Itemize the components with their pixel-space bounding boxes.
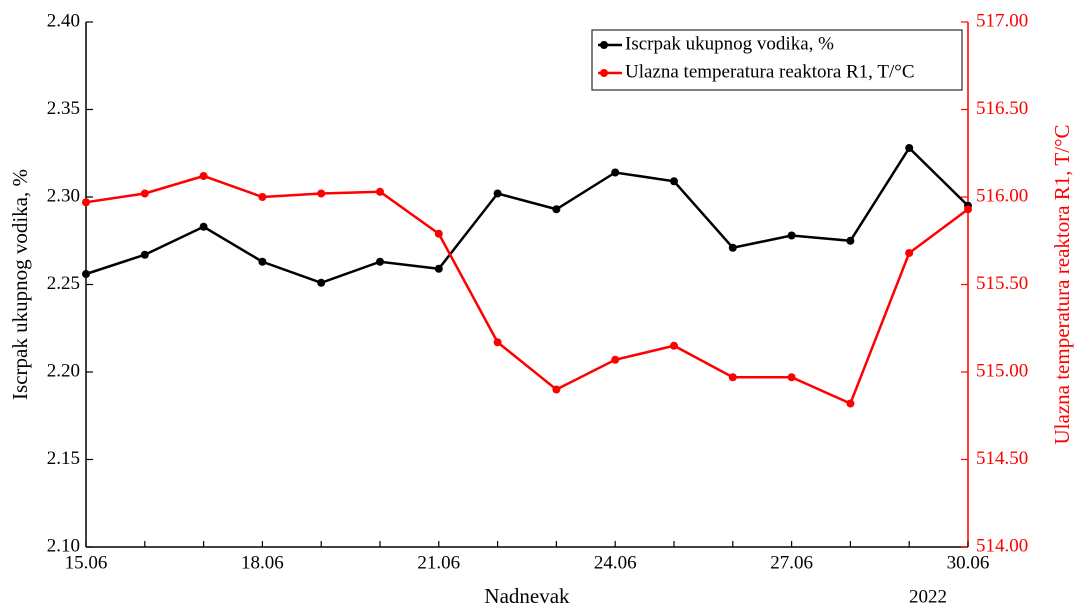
marker <box>434 264 443 273</box>
y2-tick-label: 516.50 <box>976 98 1028 119</box>
legend-marker <box>600 69 608 77</box>
marker <box>317 189 326 198</box>
marker <box>670 177 678 186</box>
y2-tick-label: 517.00 <box>976 10 1028 31</box>
x-tick-label: 15.06 <box>65 552 108 573</box>
marker <box>728 373 737 382</box>
line <box>85 174 969 406</box>
y2-tick-label: 515.00 <box>976 360 1028 381</box>
y-tick-label: 2.20 <box>47 360 80 381</box>
marker <box>552 205 561 214</box>
marker <box>552 385 561 394</box>
legend-label: Ulazna temperatura reaktora R1, T/°C <box>625 61 915 82</box>
x-tick-label: 18.06 <box>241 552 284 573</box>
marker <box>258 193 267 201</box>
x-tick-label: 30.06 <box>947 552 990 573</box>
line <box>85 146 969 285</box>
marker <box>82 198 90 207</box>
y2-tick-label: 515.50 <box>976 273 1028 294</box>
y-tick-label: 2.40 <box>47 10 80 31</box>
x-axis-label: Nadnevak <box>484 584 570 608</box>
marker <box>964 205 972 214</box>
marker <box>140 189 149 198</box>
x-tick-label: 24.06 <box>594 552 637 573</box>
legend-label: Iscrpak ukupnog vodika, % <box>625 33 834 54</box>
y-tick-label: 2.35 <box>47 98 80 119</box>
y-tick-label: 2.30 <box>47 185 80 206</box>
marker <box>905 249 914 257</box>
marker <box>846 399 855 408</box>
marker <box>199 222 208 231</box>
marker <box>258 257 267 266</box>
y-tick-label: 2.15 <box>47 448 80 469</box>
x-tick-label: 27.06 <box>770 552 813 573</box>
y2-axis-label: Ulazna temperatura reaktora R1, T/°C <box>1050 125 1074 445</box>
marker <box>611 168 620 177</box>
marker <box>846 236 855 245</box>
marker <box>787 373 796 382</box>
marker <box>905 144 914 152</box>
marker <box>317 278 326 287</box>
marker <box>493 189 502 198</box>
marker <box>376 257 384 266</box>
x-tick-label: 21.06 <box>417 552 460 573</box>
marker <box>140 250 149 259</box>
y2-tick-label: 514.00 <box>976 535 1028 556</box>
marker <box>728 243 737 252</box>
legend-marker <box>600 41 608 49</box>
marker <box>82 270 90 278</box>
marker <box>199 172 208 180</box>
annotation: 2022 <box>909 586 947 607</box>
y-axis-label: Iscrpak ukupnog vodika, % <box>8 169 32 400</box>
marker <box>493 338 502 347</box>
y2-tick-label: 514.50 <box>976 448 1028 469</box>
y-tick-label: 2.25 <box>47 273 80 294</box>
marker <box>611 355 620 364</box>
marker <box>787 231 796 240</box>
legend-box <box>591 29 963 91</box>
y-tick-label: 2.10 <box>47 535 80 556</box>
marker <box>670 341 678 350</box>
marker <box>434 229 443 238</box>
y2-tick-label: 516.00 <box>976 185 1028 206</box>
marker <box>376 187 384 196</box>
